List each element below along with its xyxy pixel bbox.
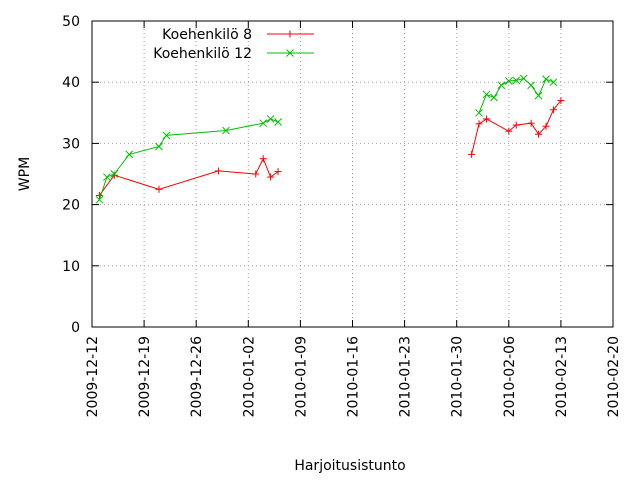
series-2-point xyxy=(266,115,275,123)
x-tick-label: 2010-01-30 xyxy=(450,336,466,417)
series-2-point xyxy=(95,195,104,204)
series-1-point xyxy=(557,97,565,105)
series-2-point xyxy=(512,76,521,85)
series-1-point xyxy=(505,127,513,135)
legend-swatch-marker xyxy=(286,30,294,38)
series-1-point xyxy=(252,170,260,178)
x-tick-label: 2010-02-20 xyxy=(606,336,622,417)
y-axis: 0 10 20 30 40 50 xyxy=(62,14,613,336)
series-1-point xyxy=(542,122,550,130)
legend-label: Koehenkilö 12 xyxy=(153,46,252,62)
series-1-point xyxy=(274,168,282,176)
series-1-point xyxy=(475,120,483,128)
series-1-point xyxy=(535,130,543,138)
y-tick-label: 0 xyxy=(71,320,80,336)
series-2-point xyxy=(534,91,543,100)
series-1-point xyxy=(95,191,103,199)
x-tick-label: 2010-01-09 xyxy=(293,336,309,417)
series-2-point xyxy=(155,142,163,151)
y-tick-label: 50 xyxy=(62,14,80,30)
series-2-point xyxy=(549,78,558,87)
x-tick-label: 2010-01-02 xyxy=(241,336,257,417)
x-axis: 2009-12-12 2009-12-19 2009-12-26 2010-01-02… xyxy=(85,21,622,417)
series-2-point xyxy=(527,81,535,90)
series-1-point xyxy=(267,173,275,181)
x-tick-label: 2010-02-13 xyxy=(554,336,570,417)
x-tick-label: 2009-12-12 xyxy=(85,336,101,417)
series-2-point xyxy=(162,131,171,140)
x-tick-label: 2010-01-16 xyxy=(346,336,362,417)
series-2-point xyxy=(274,118,282,126)
series-1 xyxy=(95,97,565,199)
plot-series xyxy=(95,74,565,204)
x-tick-label: 2010-01-23 xyxy=(398,336,414,417)
y-axis-label: WPM xyxy=(17,157,33,191)
legend: Koehenkilö 8 Koehenkilö 12 xyxy=(153,27,314,62)
series-1-point xyxy=(512,121,520,129)
series-1-point xyxy=(482,115,490,123)
series-2-line xyxy=(478,77,554,113)
series-1-point xyxy=(468,150,476,158)
legend-label: Koehenkilö 8 xyxy=(162,27,252,43)
series-2-point xyxy=(475,108,483,117)
series-1-line xyxy=(471,100,562,155)
series-1-point xyxy=(549,106,557,114)
y-tick-label: 20 xyxy=(62,198,80,214)
x-axis-label: Harjoitusistunto xyxy=(294,458,405,474)
grid xyxy=(92,21,613,327)
series-2-point xyxy=(110,170,119,178)
series-1-point xyxy=(259,155,267,163)
series-2 xyxy=(95,74,558,204)
y-tick-label: 30 xyxy=(62,136,80,152)
series-2-point xyxy=(222,126,230,135)
series-2-point xyxy=(542,75,550,83)
series-2-point xyxy=(482,90,491,99)
series-1-point xyxy=(215,167,223,175)
series-2-point xyxy=(259,119,268,128)
series-2-point xyxy=(519,74,528,83)
x-tick-label: 2010-02-06 xyxy=(502,336,518,417)
series-2-point xyxy=(125,150,134,159)
x-tick-label: 2009-12-19 xyxy=(137,336,153,417)
legend-swatch-marker xyxy=(286,49,294,57)
series-2-point xyxy=(103,173,111,181)
series-1-point xyxy=(527,119,535,127)
x-tick-label: 2009-12-26 xyxy=(189,336,205,417)
series-2-point xyxy=(504,77,513,85)
series-2-point xyxy=(497,81,506,90)
y-tick-label: 40 xyxy=(62,75,80,91)
series-2-point xyxy=(490,93,498,102)
series-1-line xyxy=(98,157,279,196)
series-1-point xyxy=(155,185,163,193)
y-tick-label: 10 xyxy=(62,259,80,275)
series-2-line xyxy=(98,118,279,200)
